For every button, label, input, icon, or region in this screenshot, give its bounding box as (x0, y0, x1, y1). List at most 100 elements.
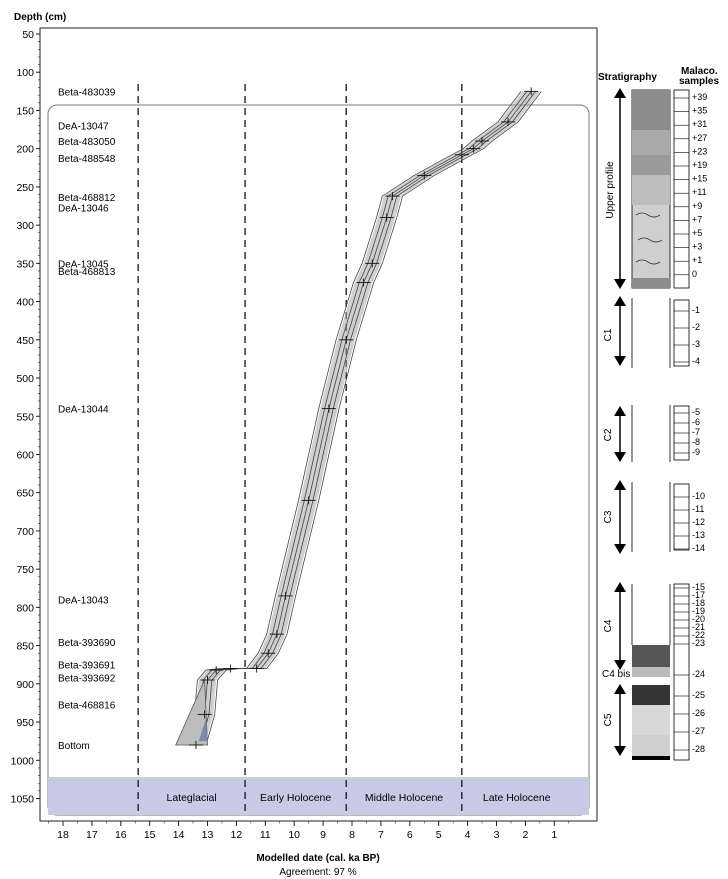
core-sample-label: -5 (692, 407, 700, 417)
upper-sample-label: +1 (692, 255, 702, 265)
sample-label: Beta-393690 (58, 638, 116, 649)
x-tick-label: 17 (86, 829, 98, 841)
upper-sample-label: +5 (692, 228, 702, 238)
x-tick-label: 5 (436, 829, 442, 841)
sample-label: DeA-13046 (58, 204, 109, 215)
upper-sample-label: +31 (692, 119, 707, 129)
upper-profile-label: Upper profile (605, 161, 616, 219)
x-tick-label: 7 (378, 829, 384, 841)
core-sample-label: -24 (692, 669, 705, 679)
core-sample-label: -1 (692, 305, 700, 315)
x-tick-label: 1 (551, 829, 557, 841)
upper-sample-label: +39 (692, 92, 707, 102)
c2-label: C2 (603, 428, 614, 441)
x-tick-label: 15 (144, 829, 156, 841)
y-tick-label: 400 (16, 297, 34, 309)
upper-sample-label: +7 (692, 214, 702, 224)
sample-label: Beta-483050 (58, 137, 116, 148)
x-tick-label: 14 (173, 829, 185, 841)
y-tick-label: 700 (16, 526, 34, 538)
stratigraphy-panel: Stratigraphy Malaco. samples Upper profi… (598, 66, 719, 761)
stratigraphy-title: Stratigraphy (598, 72, 657, 83)
core-sample-label: -9 (692, 447, 700, 457)
core-sample-label: -22 (692, 630, 705, 640)
c5-arrow-down (614, 746, 626, 756)
core-sample-label: -26 (692, 708, 705, 718)
core-sample-label: -19 (692, 606, 705, 616)
c5-arrow-up (614, 684, 626, 694)
sample-label: Beta-468812 (58, 193, 116, 204)
c2-arrow-up (614, 406, 626, 416)
x-tick-label: 4 (465, 829, 471, 841)
core-sample-label: -28 (692, 744, 705, 754)
upper-sample-label: +23 (692, 146, 707, 156)
x-tick-label: 13 (202, 829, 214, 841)
y-tick-label: 100 (16, 67, 34, 79)
upper-layer-waves (635, 212, 663, 265)
x-axis-title: Modelled date (cal. ka BP) (256, 853, 379, 864)
upper-sample-label: 0 (692, 269, 697, 279)
c3-arrow-up (614, 480, 626, 490)
core-sample-label: -25 (692, 690, 705, 700)
y-tick-label: 1000 (11, 755, 35, 767)
c3-samples-column (673, 483, 690, 551)
upper-sample-label: +27 (692, 133, 707, 143)
c1-arrow-down (614, 356, 626, 366)
c1-label: C1 (603, 328, 614, 341)
core-sample-label: -27 (692, 726, 705, 736)
upper-layer-light (632, 175, 670, 205)
age-depth-curve (199, 91, 536, 746)
sample-label: DeA-13047 (58, 122, 109, 133)
core-sample-label: -7 (692, 427, 700, 437)
malaco-subtitle: samples (679, 76, 719, 87)
c4bis-label: C4 bis (602, 669, 630, 680)
core-sample-label: -12 (692, 517, 705, 527)
y-tick-label: 450 (16, 335, 34, 347)
period-label: Early Holocene (260, 792, 331, 804)
x-tick-label: 3 (494, 829, 500, 841)
c5-base-layer (632, 735, 670, 757)
core-sample-label: -6 (692, 417, 700, 427)
y-tick-label: 200 (16, 144, 34, 156)
c1-arrow-up (614, 296, 626, 306)
x-tick-label: 11 (260, 829, 271, 841)
core-sample-label: -15 (692, 582, 705, 592)
upper-sample-label: +19 (692, 160, 707, 170)
y-tick-label: 600 (16, 449, 34, 461)
sample-label: Beta-393691 (58, 661, 116, 672)
upper-layer-mid2 (632, 155, 670, 175)
y-tick-label: 850 (16, 641, 34, 653)
sample-label: DeA-13043 (58, 596, 109, 607)
core-sample-label: -11 (692, 504, 704, 514)
y-tick-label: 900 (16, 679, 34, 691)
core-sample-label: -23 (692, 638, 705, 648)
y-tick-label: 250 (16, 182, 34, 194)
core-sample-label: -14 (692, 543, 705, 553)
y-tick-label: 1050 (11, 794, 35, 806)
sample-label: Beta-468816 (58, 700, 116, 711)
y-tick-label: 550 (16, 411, 34, 423)
core-sample-label: -3 (692, 339, 700, 349)
age-depth-curve (195, 91, 532, 746)
x-tick-label: 9 (320, 829, 326, 841)
y-axis-title: Depth (cm) (14, 12, 66, 23)
c5-sand-layer (632, 705, 670, 735)
y-tick-label: 50 (22, 29, 34, 41)
upper-layer-base (632, 278, 670, 288)
core-sample-label: -2 (692, 322, 700, 332)
x-tick-label: 10 (288, 829, 300, 841)
age-depth-curve (205, 91, 542, 746)
c5-dark-layer (632, 685, 670, 705)
period-label: Lateglacial (167, 792, 217, 804)
c4-c5-samples-column (673, 583, 690, 761)
basal-core (198, 718, 208, 742)
upper-sample-label: +3 (692, 242, 702, 252)
y-tick-label: 150 (16, 105, 34, 117)
arrow-down-head (614, 279, 626, 289)
c3-arrow-down (614, 544, 626, 554)
c4bis-layer (632, 667, 670, 677)
core-sample-label: -8 (692, 437, 700, 447)
period-label: Middle Holocene (365, 792, 443, 804)
c4-dark-layer (632, 645, 670, 667)
y-tick-label: 750 (16, 564, 34, 576)
